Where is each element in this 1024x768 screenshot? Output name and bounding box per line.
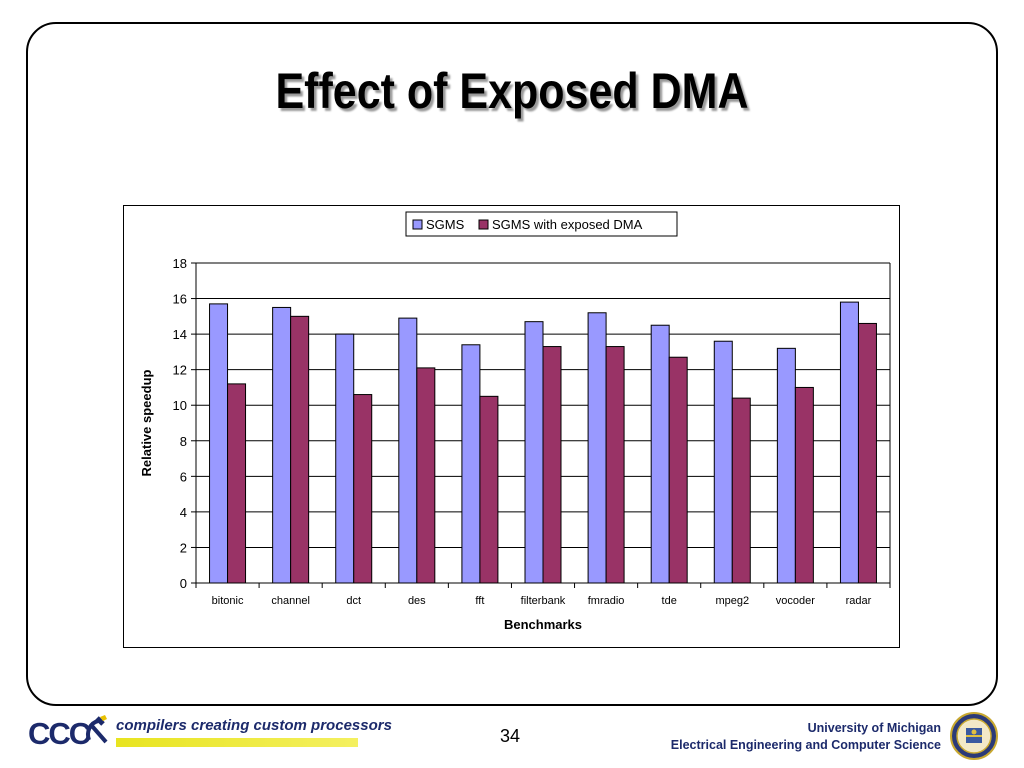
- bar-sgms-dma-mpeg2: [731, 397, 751, 584]
- bar-sgms-filterbank: [524, 321, 544, 584]
- slide-title: Effect of Exposed DMA: [275, 63, 749, 119]
- tagline-bar: [116, 738, 358, 747]
- x-axis-label: Benchmarks: [504, 617, 582, 632]
- legend-swatch-sgms: [412, 219, 423, 230]
- x-tick-label: filterbank: [521, 595, 566, 607]
- bar-sgms-dma-tde: [668, 356, 688, 584]
- bar-sgms-dma-filterbank: [542, 346, 562, 584]
- bar-sgms-channel: [272, 306, 292, 584]
- y-tick-label: 2: [180, 540, 187, 555]
- bar-sgms-mpeg2: [713, 340, 733, 584]
- x-tick-label: radar: [846, 595, 872, 607]
- university-info: University of Michigan Electrical Engine…: [671, 720, 941, 754]
- bar-sgms-dma-vocoder: [794, 386, 814, 584]
- bar-sgms-dma-fmradio: [605, 346, 625, 584]
- x-tick-label: mpeg2: [715, 595, 749, 607]
- bar-sgms-dma-fft: [479, 395, 499, 584]
- chart-container: 0 2 4 6 8 10 12 14 16 18 bitonic channel dct des fft fi…: [123, 205, 900, 648]
- university-seal-icon: [950, 712, 998, 760]
- y-tick-label: 12: [173, 363, 187, 378]
- page-number: 34: [499, 726, 521, 746]
- bar-sgms-dma-radar: [857, 322, 877, 584]
- y-tick-label: 6: [180, 469, 187, 484]
- tagline: compilers creating custom processors: [116, 717, 392, 734]
- x-tick-label: dct: [346, 595, 361, 607]
- y-tick-label: 8: [180, 434, 187, 449]
- y-tick-label: 14: [173, 327, 187, 342]
- university-name: University of Michigan: [807, 721, 941, 735]
- x-tick-label: bitonic: [212, 595, 244, 607]
- bar-sgms-dct: [335, 333, 355, 584]
- x-tick-label: fmradio: [588, 595, 625, 607]
- x-tick-label: fft: [475, 595, 484, 607]
- y-axis-label: Relative speedup: [139, 369, 154, 476]
- bar-sgms-radar: [839, 301, 859, 584]
- y-tick-label: 16: [173, 292, 187, 307]
- legend-box: [405, 211, 678, 237]
- y-tick-label: 0: [180, 576, 187, 591]
- bar-sgms-dma-dct: [353, 394, 373, 584]
- ccc-logo-text: CCC: [28, 716, 91, 751]
- bar-sgms-vocoder: [776, 347, 796, 584]
- x-tick-label: vocoder: [776, 595, 815, 607]
- bar-sgms-fft: [461, 344, 481, 584]
- bar-sgms-fmradio: [587, 312, 607, 584]
- x-tick-label: channel: [271, 595, 310, 607]
- bar-sgms-dma-des: [416, 367, 436, 584]
- bar-sgms-dma-channel: [290, 315, 310, 584]
- x-tick-label: des: [408, 595, 426, 607]
- y-tick-label: 18: [173, 256, 187, 271]
- y-tick-label: 4: [180, 505, 187, 520]
- y-tick-label: 10: [173, 398, 187, 413]
- hammer-sickle-icon: [86, 715, 108, 744]
- bar-sgms-des: [398, 317, 418, 584]
- department-name: Electrical Engineering and Computer Scie…: [670, 738, 941, 752]
- bar-chart: 0 2 4 6 8 10 12 14 16 18 bitonic channel dct des fft fi…: [139, 211, 891, 632]
- x-tick-label: tde: [662, 595, 677, 607]
- legend-swatch-sgms-dma: [478, 219, 489, 230]
- bar-sgms-dma-bitonic: [227, 383, 247, 584]
- legend-label-sgms-dma: SGMS with exposed DMA: [492, 217, 643, 232]
- bar-sgms-tde: [650, 324, 670, 584]
- bar-sgms-bitonic: [209, 303, 229, 584]
- legend-label-sgms: SGMS: [426, 217, 465, 232]
